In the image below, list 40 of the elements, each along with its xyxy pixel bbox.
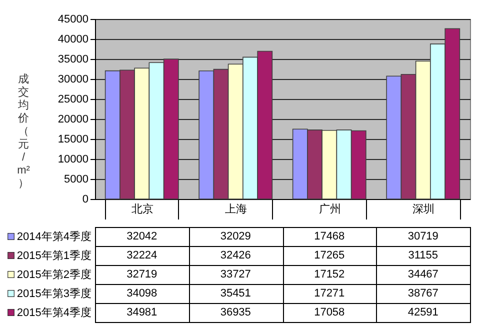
data-label: 17271: [314, 288, 345, 300]
data-label: 35451: [220, 288, 251, 300]
legend-label: 2015年第1季度: [16, 249, 92, 262]
legend-label: 2014年第4季度: [16, 230, 92, 243]
data-label: 31155: [408, 250, 438, 262]
legend-label: 2015年第3季度: [16, 287, 92, 300]
data-label: 34467: [408, 268, 438, 280]
x-tick-label: 北京: [131, 202, 154, 216]
data-label: 42591: [408, 306, 438, 318]
data-label: 32224: [126, 250, 158, 262]
data-label: 32029: [220, 230, 251, 242]
y-tick-label: 35000: [58, 54, 88, 66]
y-tick-label: 10000: [58, 154, 88, 166]
data-label: 30719: [408, 230, 438, 242]
data-label: 17058: [314, 306, 345, 318]
data-label: 17265: [314, 250, 345, 262]
x-tick-label: 上海: [225, 202, 248, 216]
data-label: 32426: [220, 250, 251, 262]
data-label: 32042: [126, 230, 158, 242]
data-label: 34098: [126, 288, 158, 300]
y-tick-label: 0: [82, 194, 88, 206]
data-label: 17468: [314, 230, 345, 242]
text: 成交均价（元/m²）: [17, 74, 30, 190]
y-tick-label: 25000: [58, 94, 88, 106]
y-tick-label: 20000: [58, 114, 88, 126]
legend-label: 2015年第2季度: [16, 268, 92, 281]
y-tick-label: 30000: [58, 74, 88, 86]
y-tick-label: 15000: [58, 134, 88, 146]
data-label: 32719: [126, 268, 158, 280]
data-label: 36935: [220, 306, 251, 318]
data-label: 34981: [126, 306, 158, 318]
x-tick-label: 广州: [318, 202, 341, 216]
y-tick-label: 5000: [64, 174, 88, 186]
y-tick-label: 45000: [58, 14, 88, 26]
data-label: 17152: [314, 268, 345, 280]
data-label: 38767: [408, 288, 438, 300]
x-tick-label: 深圳: [412, 202, 435, 216]
data-label: 33727: [220, 268, 251, 280]
y-tick-label: 40000: [58, 34, 88, 46]
legend-label: 2015年第4季度: [16, 306, 92, 319]
